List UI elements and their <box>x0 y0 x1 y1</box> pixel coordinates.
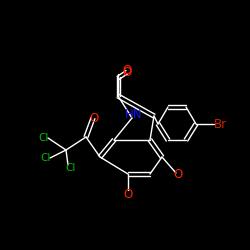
Text: O: O <box>124 188 132 200</box>
Text: HN: HN <box>125 108 143 120</box>
Text: O: O <box>122 66 132 78</box>
Text: Cl: Cl <box>39 133 49 143</box>
Text: O: O <box>174 168 182 181</box>
Text: Cl: Cl <box>66 163 76 173</box>
Text: O: O <box>90 112 98 124</box>
Text: O: O <box>122 64 132 78</box>
Text: Cl: Cl <box>41 153 51 163</box>
Text: Br: Br <box>214 118 226 130</box>
